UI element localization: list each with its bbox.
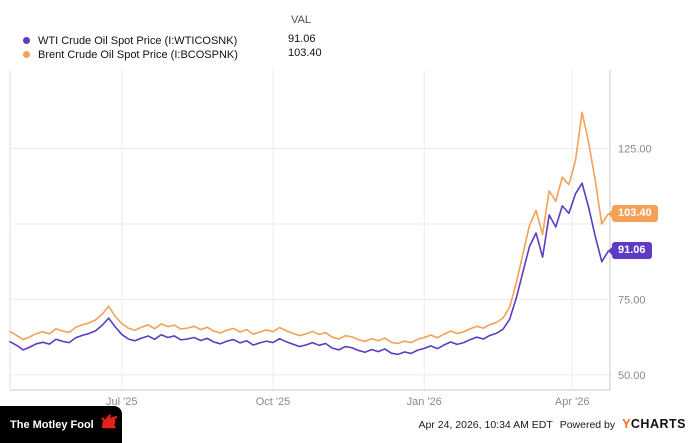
legend-item-brent: Brent Crude Oil Spot Price (I:BCOSPNK) 1… bbox=[23, 46, 322, 61]
wti-series-label: WTI Crude Oil Spot Price (I:WTICOSNK) bbox=[38, 34, 238, 47]
legend-val-header: VAL bbox=[291, 14, 311, 26]
brent-series-label: Brent Crude Oil Spot Price (I:BCOSPNK) bbox=[38, 48, 238, 61]
brent-series-value: 103.40 bbox=[288, 47, 322, 59]
footer-attribution: Apr 24, 2026, 10:34 AM EDT Powered by YC… bbox=[419, 417, 686, 431]
ycharts-wordmark: CHARTS bbox=[630, 417, 686, 431]
svg-text:Oct '25: Oct '25 bbox=[256, 396, 291, 408]
chart-timestamp: Apr 24, 2026, 10:34 AM EDT bbox=[418, 419, 553, 431]
wti-series-dot-icon bbox=[23, 37, 30, 45]
ycharts-y-mark: Y bbox=[622, 417, 631, 431]
svg-text:75.00: 75.00 bbox=[618, 294, 646, 306]
wti-value-badge: 91.06 bbox=[608, 242, 652, 260]
motley-fool-logo: The Motley Fool bbox=[0, 406, 122, 443]
legend-item-wti: WTI Crude Oil Spot Price (I:WTICOSNK) 91… bbox=[23, 32, 316, 47]
motley-fool-wordmark: The Motley Fool bbox=[10, 418, 94, 431]
svg-text:Apr '26: Apr '26 bbox=[555, 396, 590, 408]
powered-by-label: Powered by bbox=[559, 419, 616, 431]
svg-text:50.00: 50.00 bbox=[618, 370, 646, 382]
svg-text:Jul '25: Jul '25 bbox=[106, 396, 137, 408]
wti-series-value: 91.06 bbox=[288, 33, 316, 45]
motley-fool-jester-icon bbox=[100, 414, 118, 435]
svg-text:125.00: 125.00 bbox=[618, 143, 652, 155]
brent-series-dot-icon bbox=[23, 51, 30, 59]
ycharts-logo: YCHARTS bbox=[622, 417, 686, 431]
brent-value-badge: 103.40 bbox=[608, 205, 658, 223]
svg-text:Jan '26: Jan '26 bbox=[407, 396, 442, 408]
